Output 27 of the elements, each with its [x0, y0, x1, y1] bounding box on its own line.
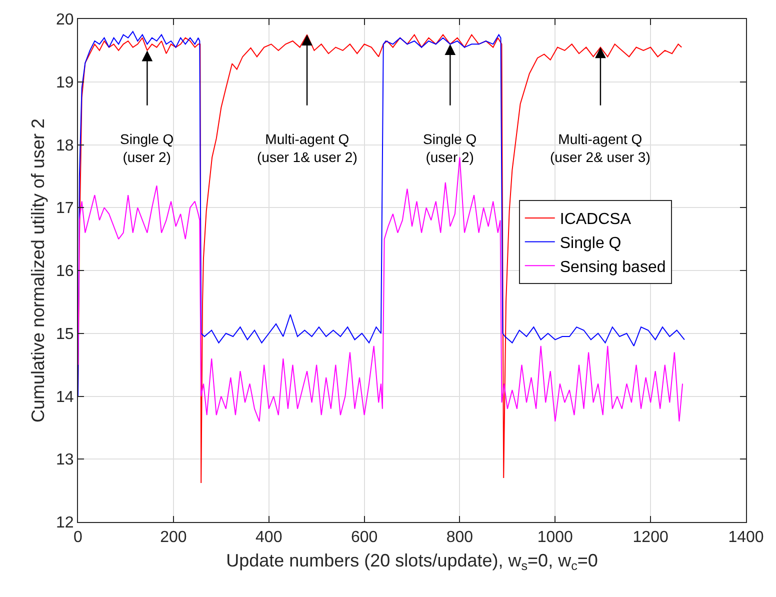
y-tick-label: 15: [56, 326, 74, 343]
y-tick-label: 18: [56, 137, 74, 154]
y-tick-label: 12: [56, 514, 74, 532]
y-tick-label: 20: [56, 12, 74, 29]
annotation: Multi-agent Q (user 1& user 2): [257, 131, 358, 166]
x-tick-label: 0: [74, 529, 83, 546]
line-series: [78, 31, 685, 397]
y-tick-label: 13: [56, 452, 74, 469]
x-tick-label: 200: [160, 529, 187, 546]
y-tick-label: 17: [56, 200, 74, 218]
y-axis-title: Cumulative normalized utility of user 2: [28, 118, 48, 423]
x-tick-label: 600: [350, 529, 378, 546]
y-tick-label: 14: [56, 388, 74, 406]
annotation: Single Q (user 2): [120, 131, 174, 166]
legend-label: Single Q: [560, 235, 622, 252]
x-tick-label: 1400: [728, 529, 764, 546]
y-tick-label: 19: [56, 74, 74, 92]
y-tick-label: 16: [56, 263, 74, 280]
legend-label: ICADCSA: [560, 211, 632, 228]
x-tick-label: 800: [446, 529, 474, 546]
x-tick-label: 1200: [632, 529, 668, 546]
x-tick-label: 1000: [537, 529, 574, 546]
legend-label: Sensing based: [560, 258, 666, 276]
x-tick-label: 400: [256, 529, 282, 546]
annotation: Single Q (user 2): [423, 131, 477, 166]
x-axis-title: Update numbers (20 slots/update), w$_{s}$=0, w$_{c}$=0: [226, 550, 598, 574]
annotation: Multi-agent Q (user 2& user 3): [550, 131, 650, 166]
